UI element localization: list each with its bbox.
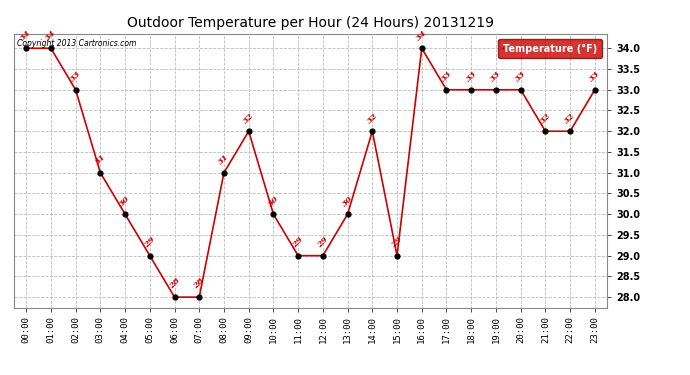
Text: 33: 33	[464, 69, 478, 84]
Point	[46, 45, 57, 51]
Point	[219, 170, 230, 176]
Text: 34: 34	[44, 28, 58, 42]
Text: 29: 29	[143, 236, 157, 249]
Point	[391, 253, 402, 259]
Point	[416, 45, 427, 51]
Point	[243, 128, 254, 134]
Text: 32: 32	[241, 111, 256, 125]
Text: 32: 32	[365, 111, 380, 125]
Point	[293, 253, 304, 259]
Point	[194, 294, 205, 300]
Point	[564, 128, 575, 134]
Text: 33: 33	[489, 69, 503, 84]
Point	[589, 87, 600, 93]
Point	[466, 87, 477, 93]
Point	[342, 211, 353, 217]
Point	[119, 211, 130, 217]
Point	[144, 253, 155, 259]
Point	[441, 87, 452, 93]
Text: 28: 28	[168, 277, 181, 291]
Point	[268, 211, 279, 217]
Text: 34: 34	[19, 28, 33, 42]
Text: 30: 30	[341, 194, 355, 208]
Text: Copyright 2013 Cartronics.com: Copyright 2013 Cartronics.com	[17, 39, 136, 48]
Text: 33: 33	[440, 69, 453, 84]
Text: 30: 30	[118, 194, 132, 208]
Legend: Temperature (°F): Temperature (°F)	[498, 39, 602, 58]
Point	[367, 128, 378, 134]
Point	[95, 170, 106, 176]
Point	[169, 294, 180, 300]
Title: Outdoor Temperature per Hour (24 Hours) 20131219: Outdoor Temperature per Hour (24 Hours) …	[127, 16, 494, 30]
Text: 31: 31	[93, 153, 108, 166]
Text: 29: 29	[390, 236, 404, 249]
Text: 33: 33	[68, 69, 83, 84]
Text: 32: 32	[563, 111, 577, 125]
Point	[70, 87, 81, 93]
Point	[317, 253, 328, 259]
Text: 30: 30	[266, 194, 280, 208]
Point	[540, 128, 551, 134]
Point	[21, 45, 32, 51]
Text: 33: 33	[513, 69, 528, 84]
Text: 31: 31	[217, 153, 231, 166]
Text: 33: 33	[588, 69, 602, 84]
Point	[491, 87, 502, 93]
Text: 29: 29	[291, 236, 305, 249]
Point	[515, 87, 526, 93]
Text: 34: 34	[415, 28, 428, 42]
Text: 32: 32	[538, 111, 553, 125]
Text: 28: 28	[193, 277, 206, 291]
Text: 29: 29	[316, 236, 330, 249]
